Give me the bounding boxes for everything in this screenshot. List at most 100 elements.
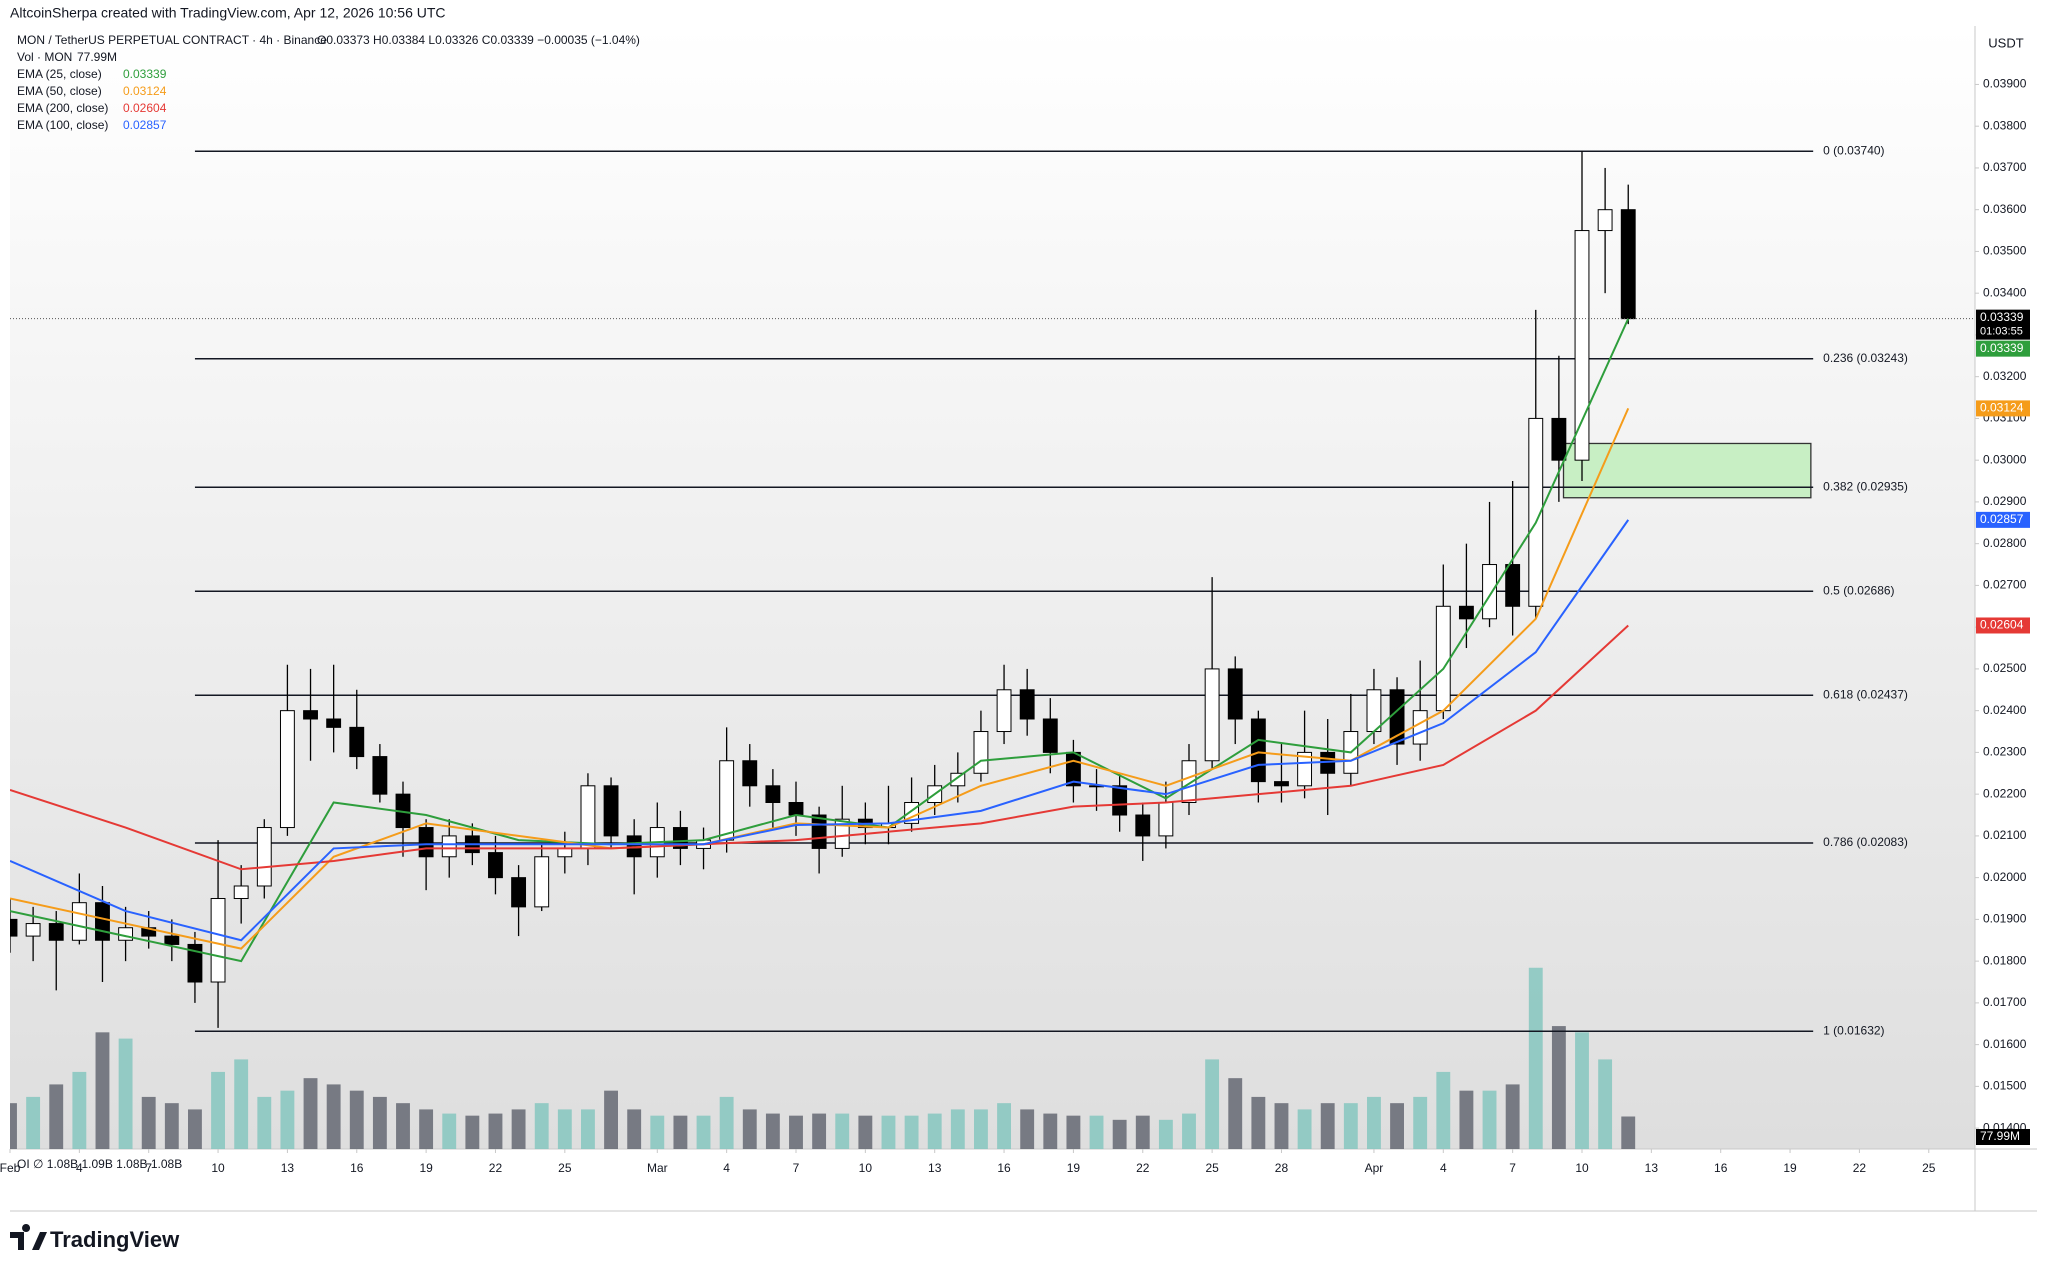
volume-bar: [349, 1090, 364, 1149]
volume-bar: [419, 1109, 434, 1149]
countdown-label: 01:03:55: [1980, 326, 2023, 338]
currency-label: USDT: [1988, 35, 2023, 50]
x-tick-label: 16: [1714, 1161, 1728, 1175]
volume-bar: [141, 1096, 156, 1149]
volume-bar: [1343, 1103, 1358, 1149]
ema-tag-label: 0.03339: [1980, 341, 2024, 355]
volume-bar: [372, 1096, 387, 1149]
candle-body: [511, 877, 527, 908]
x-tick-label: 4: [1440, 1161, 1447, 1175]
candle-body: [973, 731, 989, 774]
legend-ohlc: O0.03373 H0.03384 L0.03326 C0.03339 −0.0…: [317, 33, 640, 47]
y-tick-label: 0.02300: [1983, 745, 2027, 759]
candle-body: [118, 927, 134, 941]
y-tick-label: 0.03000: [1983, 452, 2027, 466]
candle-body: [1528, 417, 1544, 607]
y-tick-label: 0.02100: [1983, 828, 2027, 842]
candle-body: [1181, 760, 1197, 803]
y-tick-label: 0.03200: [1983, 369, 2027, 383]
volume-bar: [1482, 1090, 1497, 1149]
volume-bar: [557, 1109, 572, 1149]
volume-bar: [442, 1113, 457, 1149]
volume-bar: [95, 1032, 110, 1149]
volume-bar: [627, 1109, 642, 1149]
legend-symbol: MON / TetherUS PERPETUAL CONTRACT · 4h ·…: [17, 33, 327, 47]
candle-body: [187, 943, 203, 983]
volume-bar: [904, 1115, 919, 1149]
candle-body: [950, 772, 966, 787]
volume-bar: [997, 1103, 1011, 1149]
candle-body: [326, 718, 342, 728]
candle-body: [1458, 605, 1474, 620]
candle-body: [95, 902, 110, 941]
x-tick-label: 7: [793, 1161, 800, 1175]
candle-body: [557, 847, 573, 858]
x-tick-label: 19: [1783, 1161, 1797, 1175]
candle-body: [25, 923, 41, 937]
candle-body: [811, 814, 827, 849]
volume-bar: [1621, 1116, 1636, 1149]
y-tick-label: 0.02800: [1983, 536, 2027, 550]
volume-bar: [534, 1103, 549, 1149]
volume-bar: [234, 1059, 249, 1149]
candle-body: [48, 923, 64, 941]
volume-bar: [1459, 1090, 1474, 1149]
volume-bar: [1112, 1119, 1127, 1149]
ema-tag: [1976, 340, 2030, 357]
volume-bar: [1575, 1032, 1589, 1149]
candle-body: [1112, 785, 1128, 816]
candle-body: [765, 785, 781, 803]
candle-body: [1482, 564, 1497, 620]
x-tick-label: Feb: [0, 1161, 21, 1175]
legend-ema-name: EMA (25, close): [17, 67, 102, 81]
volume-bar: [1043, 1113, 1058, 1149]
ema-line: [10, 408, 1630, 950]
price-tag: [1976, 309, 2030, 340]
candle-body: [1158, 801, 1174, 837]
fib-label: 0.786 (0.02083): [1823, 835, 1908, 849]
candle-body: [210, 898, 226, 983]
candle-body: [1274, 781, 1289, 787]
y-tick-label: 0.03700: [1983, 160, 2027, 174]
x-tick-label: 16: [350, 1161, 364, 1175]
candle-body: [742, 760, 758, 787]
y-tick-label: 0.02200: [1983, 786, 2027, 800]
volume-bar: [303, 1078, 318, 1149]
candle-body: [719, 760, 735, 841]
legend-ema-value: 0.03339: [123, 67, 167, 81]
x-tick-label: 4: [76, 1161, 83, 1175]
volume-tag: [1976, 1129, 2030, 1145]
volume-bar: [673, 1115, 688, 1149]
candle-body: [603, 785, 619, 837]
volume-bar: [1528, 967, 1543, 1149]
volume-bar: [72, 1071, 87, 1149]
demand-zone: [1562, 442, 1812, 499]
volume-bar: [650, 1115, 665, 1149]
volume-bar: [488, 1113, 503, 1149]
volume-bar: [604, 1090, 618, 1149]
volume-bar: [211, 1071, 225, 1149]
candle-body: [372, 756, 388, 795]
volume-bar: [280, 1090, 295, 1149]
x-tick-label: 10: [211, 1161, 225, 1175]
chart-pane: [10, 26, 1975, 1149]
volume-bar: [742, 1109, 757, 1149]
x-tick-label: 19: [419, 1161, 433, 1175]
volume-bar: [188, 1109, 202, 1149]
volume-bar: [1158, 1119, 1173, 1149]
volume-bar: [696, 1115, 711, 1149]
legend-ema-name: EMA (100, close): [17, 118, 108, 132]
x-tick-label: 25: [558, 1161, 572, 1175]
candle-body: [10, 918, 18, 937]
ema-tag: [1976, 617, 2030, 634]
y-tick-label: 0.02500: [1983, 661, 2027, 675]
volume-bar: [1320, 1103, 1335, 1149]
y-tick-label: 0.01800: [1983, 953, 2027, 967]
candle-body: [1597, 209, 1613, 232]
volume-bar: [1066, 1115, 1081, 1149]
ema-tag-label: 0.02857: [1980, 512, 2024, 526]
volume-bar: [1413, 1096, 1428, 1149]
candle-body: [303, 710, 318, 720]
y-tick-label: 0.03800: [1983, 118, 2027, 132]
volume-bar: [1436, 1071, 1451, 1149]
